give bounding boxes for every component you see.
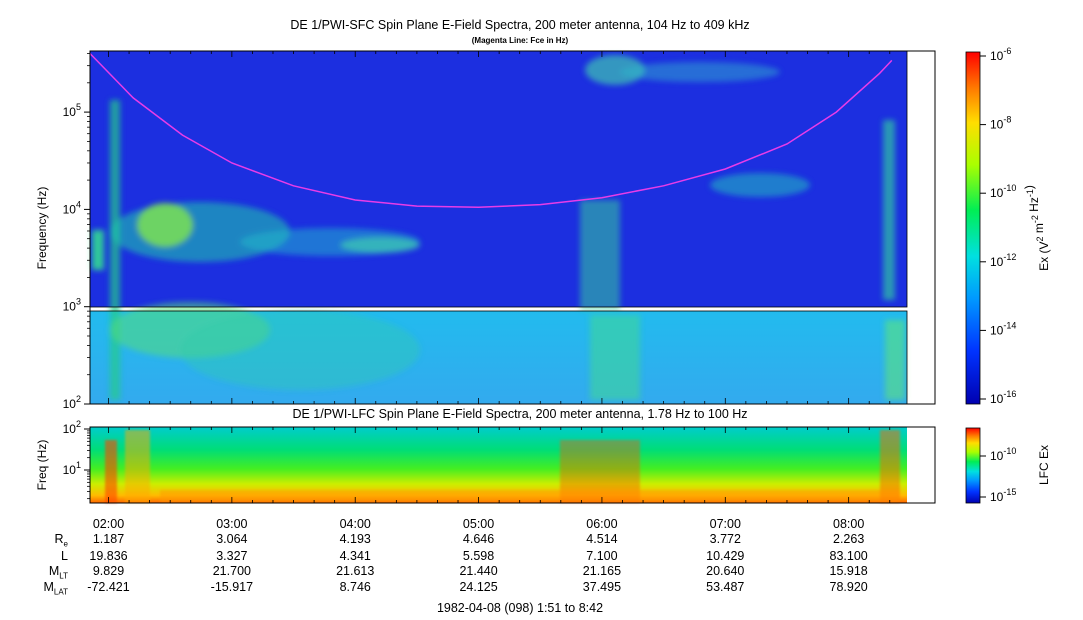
ephemeris-value: 3.772	[709, 532, 741, 546]
sfc-emission-features	[92, 55, 905, 400]
lfc-colorbar-tick-label: 10-10	[990, 446, 1016, 463]
time-ticks	[108, 51, 891, 503]
ephemeris-value: 4.514	[586, 532, 618, 546]
sfc-colorbar	[965, 51, 981, 405]
ephemeris-value: 3.064	[216, 532, 248, 546]
time-label: 06:00	[586, 517, 618, 531]
sfc-y-tick-label: 104	[63, 199, 81, 216]
sfc-y-tick-label: 103	[63, 297, 81, 314]
lfc-colorbar-label: LFC Ex	[1037, 445, 1051, 485]
ephemeris-value: 20.640	[706, 564, 745, 578]
ephemeris-value: 83.100	[829, 549, 868, 563]
colorbar-ticks: 10-6 10-8 10-10 10-12 10-14 10-16 10-10 10-15	[980, 46, 1016, 504]
sfc-frame	[89, 50, 936, 405]
ephemeris-value: 21.700	[212, 564, 251, 578]
lfc-y-axis-label: Freq (Hz)	[35, 440, 49, 491]
sfc-y-tick-label: 105	[63, 102, 81, 119]
lfc-emission-features	[105, 430, 900, 503]
fce-line	[89, 52, 893, 209]
lfc-title: DE 1/PWI-LFC Spin Plane E-Field Spectra,…	[292, 407, 748, 421]
sfc-y-axis-label: Frequency (Hz)	[35, 187, 49, 270]
ephemeris-value: 5.598	[462, 549, 495, 563]
ephemeris-row-label: Re	[54, 532, 68, 549]
lfc-y-tick-label: 101	[63, 460, 81, 477]
lfc-colorbar	[965, 427, 981, 504]
sfc-panel	[89, 50, 936, 405]
sfc-y-tick-label: 102	[63, 394, 81, 411]
lfc-y-tick-label: 102	[63, 419, 81, 436]
ephemeris-value: 15.918	[829, 564, 868, 578]
ephemeris-value: 21.613	[336, 564, 375, 578]
ephemeris-value: 78.920	[829, 580, 868, 594]
ephemeris-row-label: L	[61, 549, 68, 563]
ephemeris-value: 24.125	[459, 580, 498, 594]
lfc-y-ticks: 102 101	[63, 419, 90, 500]
ephemeris-row-label: MLT	[48, 564, 68, 581]
ephemeris-row-label: MLAT	[43, 580, 69, 597]
time-range-footer: 1982-04-08 (098) 1:51 to 8:42	[436, 601, 604, 615]
sfc-subtitle: (Magenta Line: Fce in Hz)	[471, 36, 569, 45]
ephemeris-value: -72.421	[87, 580, 130, 594]
colorbar-tick-label: 10-8	[990, 115, 1011, 132]
ephemeris-value: 19.836	[89, 549, 128, 563]
ephemeris-value: 4.341	[339, 549, 371, 563]
time-label: 07:00	[709, 517, 741, 531]
ephemeris-value: 37.495	[582, 580, 622, 594]
lfc-frame	[89, 426, 936, 504]
sfc-colorbar-label: Ex (V2 m-2 Hz-1)	[1022, 185, 1051, 271]
colorbar-tick-label: 10-14	[990, 320, 1016, 337]
time-label: 03:00	[216, 517, 248, 531]
time-label: 02:00	[92, 517, 125, 531]
colorbar-tick-label: 10-16	[990, 389, 1016, 406]
sfc-y-ticks: 102 103 104 105	[63, 53, 90, 411]
ephemeris-value: -15.917	[210, 580, 254, 594]
ephemeris-value: 1.187	[92, 532, 125, 546]
lfc-panel	[89, 426, 936, 504]
ephemeris-value: 8.746	[339, 580, 371, 594]
lfc-colorbar-tick-label: 10-15	[990, 487, 1016, 504]
time-label: 08:00	[833, 517, 865, 531]
time-label: 05:00	[462, 517, 495, 531]
ephemeris-value: 21.440	[459, 564, 498, 578]
colorbar-tick-label: 10-10	[990, 183, 1016, 200]
ephemeris-value: 4.193	[339, 532, 371, 546]
ephemeris-value: 7.100	[586, 549, 618, 563]
ephemeris-value: 3.327	[216, 549, 248, 563]
ephemeris-value: 2.263	[833, 532, 865, 546]
colorbar-tick-label: 10-6	[990, 46, 1011, 63]
ephemeris-value: 21.165	[582, 564, 622, 578]
sfc-title: DE 1/PWI-SFC Spin Plane E-Field Spectra,…	[290, 18, 750, 32]
colorbar-tick-label: 10-12	[990, 252, 1016, 269]
ephemeris-value: 4.646	[462, 532, 495, 546]
ephemeris-value: 53.487	[706, 580, 745, 594]
ephemeris-value: 10.429	[706, 549, 745, 563]
time-label: 04:00	[339, 517, 371, 531]
ephemeris-value: 9.829	[92, 564, 125, 578]
